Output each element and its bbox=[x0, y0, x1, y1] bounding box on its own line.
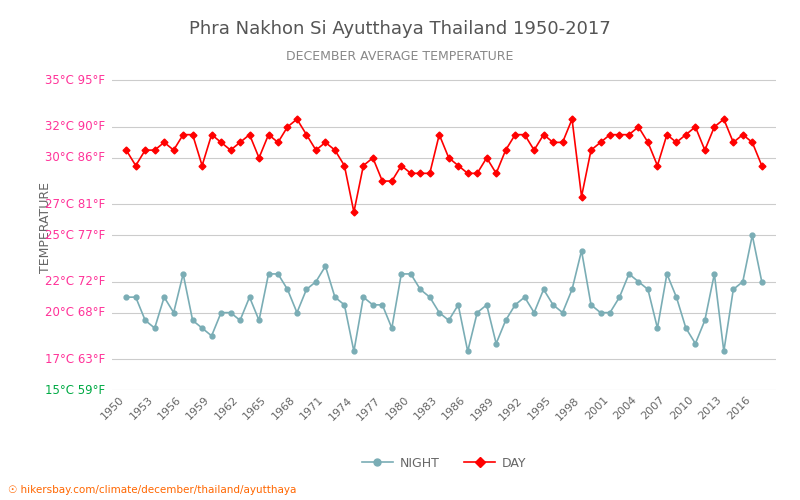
Text: 20°C 68°F: 20°C 68°F bbox=[46, 306, 106, 319]
Text: DECEMBER AVERAGE TEMPERATURE: DECEMBER AVERAGE TEMPERATURE bbox=[286, 50, 514, 63]
Text: 15°C 59°F: 15°C 59°F bbox=[46, 384, 106, 396]
Legend: NIGHT, DAY: NIGHT, DAY bbox=[357, 452, 531, 475]
Text: 25°C 77°F: 25°C 77°F bbox=[45, 228, 106, 241]
Text: 30°C 86°F: 30°C 86°F bbox=[46, 152, 106, 164]
Text: ☉ hikersbay.com/climate/december/thailand/ayutthaya: ☉ hikersbay.com/climate/december/thailan… bbox=[8, 485, 296, 495]
Text: 22°C 72°F: 22°C 72°F bbox=[45, 275, 106, 288]
Text: 17°C 63°F: 17°C 63°F bbox=[45, 352, 106, 366]
Text: Phra Nakhon Si Ayutthaya Thailand 1950-2017: Phra Nakhon Si Ayutthaya Thailand 1950-2… bbox=[189, 20, 611, 38]
Text: 32°C 90°F: 32°C 90°F bbox=[46, 120, 106, 134]
Text: 35°C 95°F: 35°C 95°F bbox=[46, 74, 106, 87]
Y-axis label: TEMPERATURE: TEMPERATURE bbox=[38, 182, 51, 273]
Text: 27°C 81°F: 27°C 81°F bbox=[45, 198, 106, 211]
